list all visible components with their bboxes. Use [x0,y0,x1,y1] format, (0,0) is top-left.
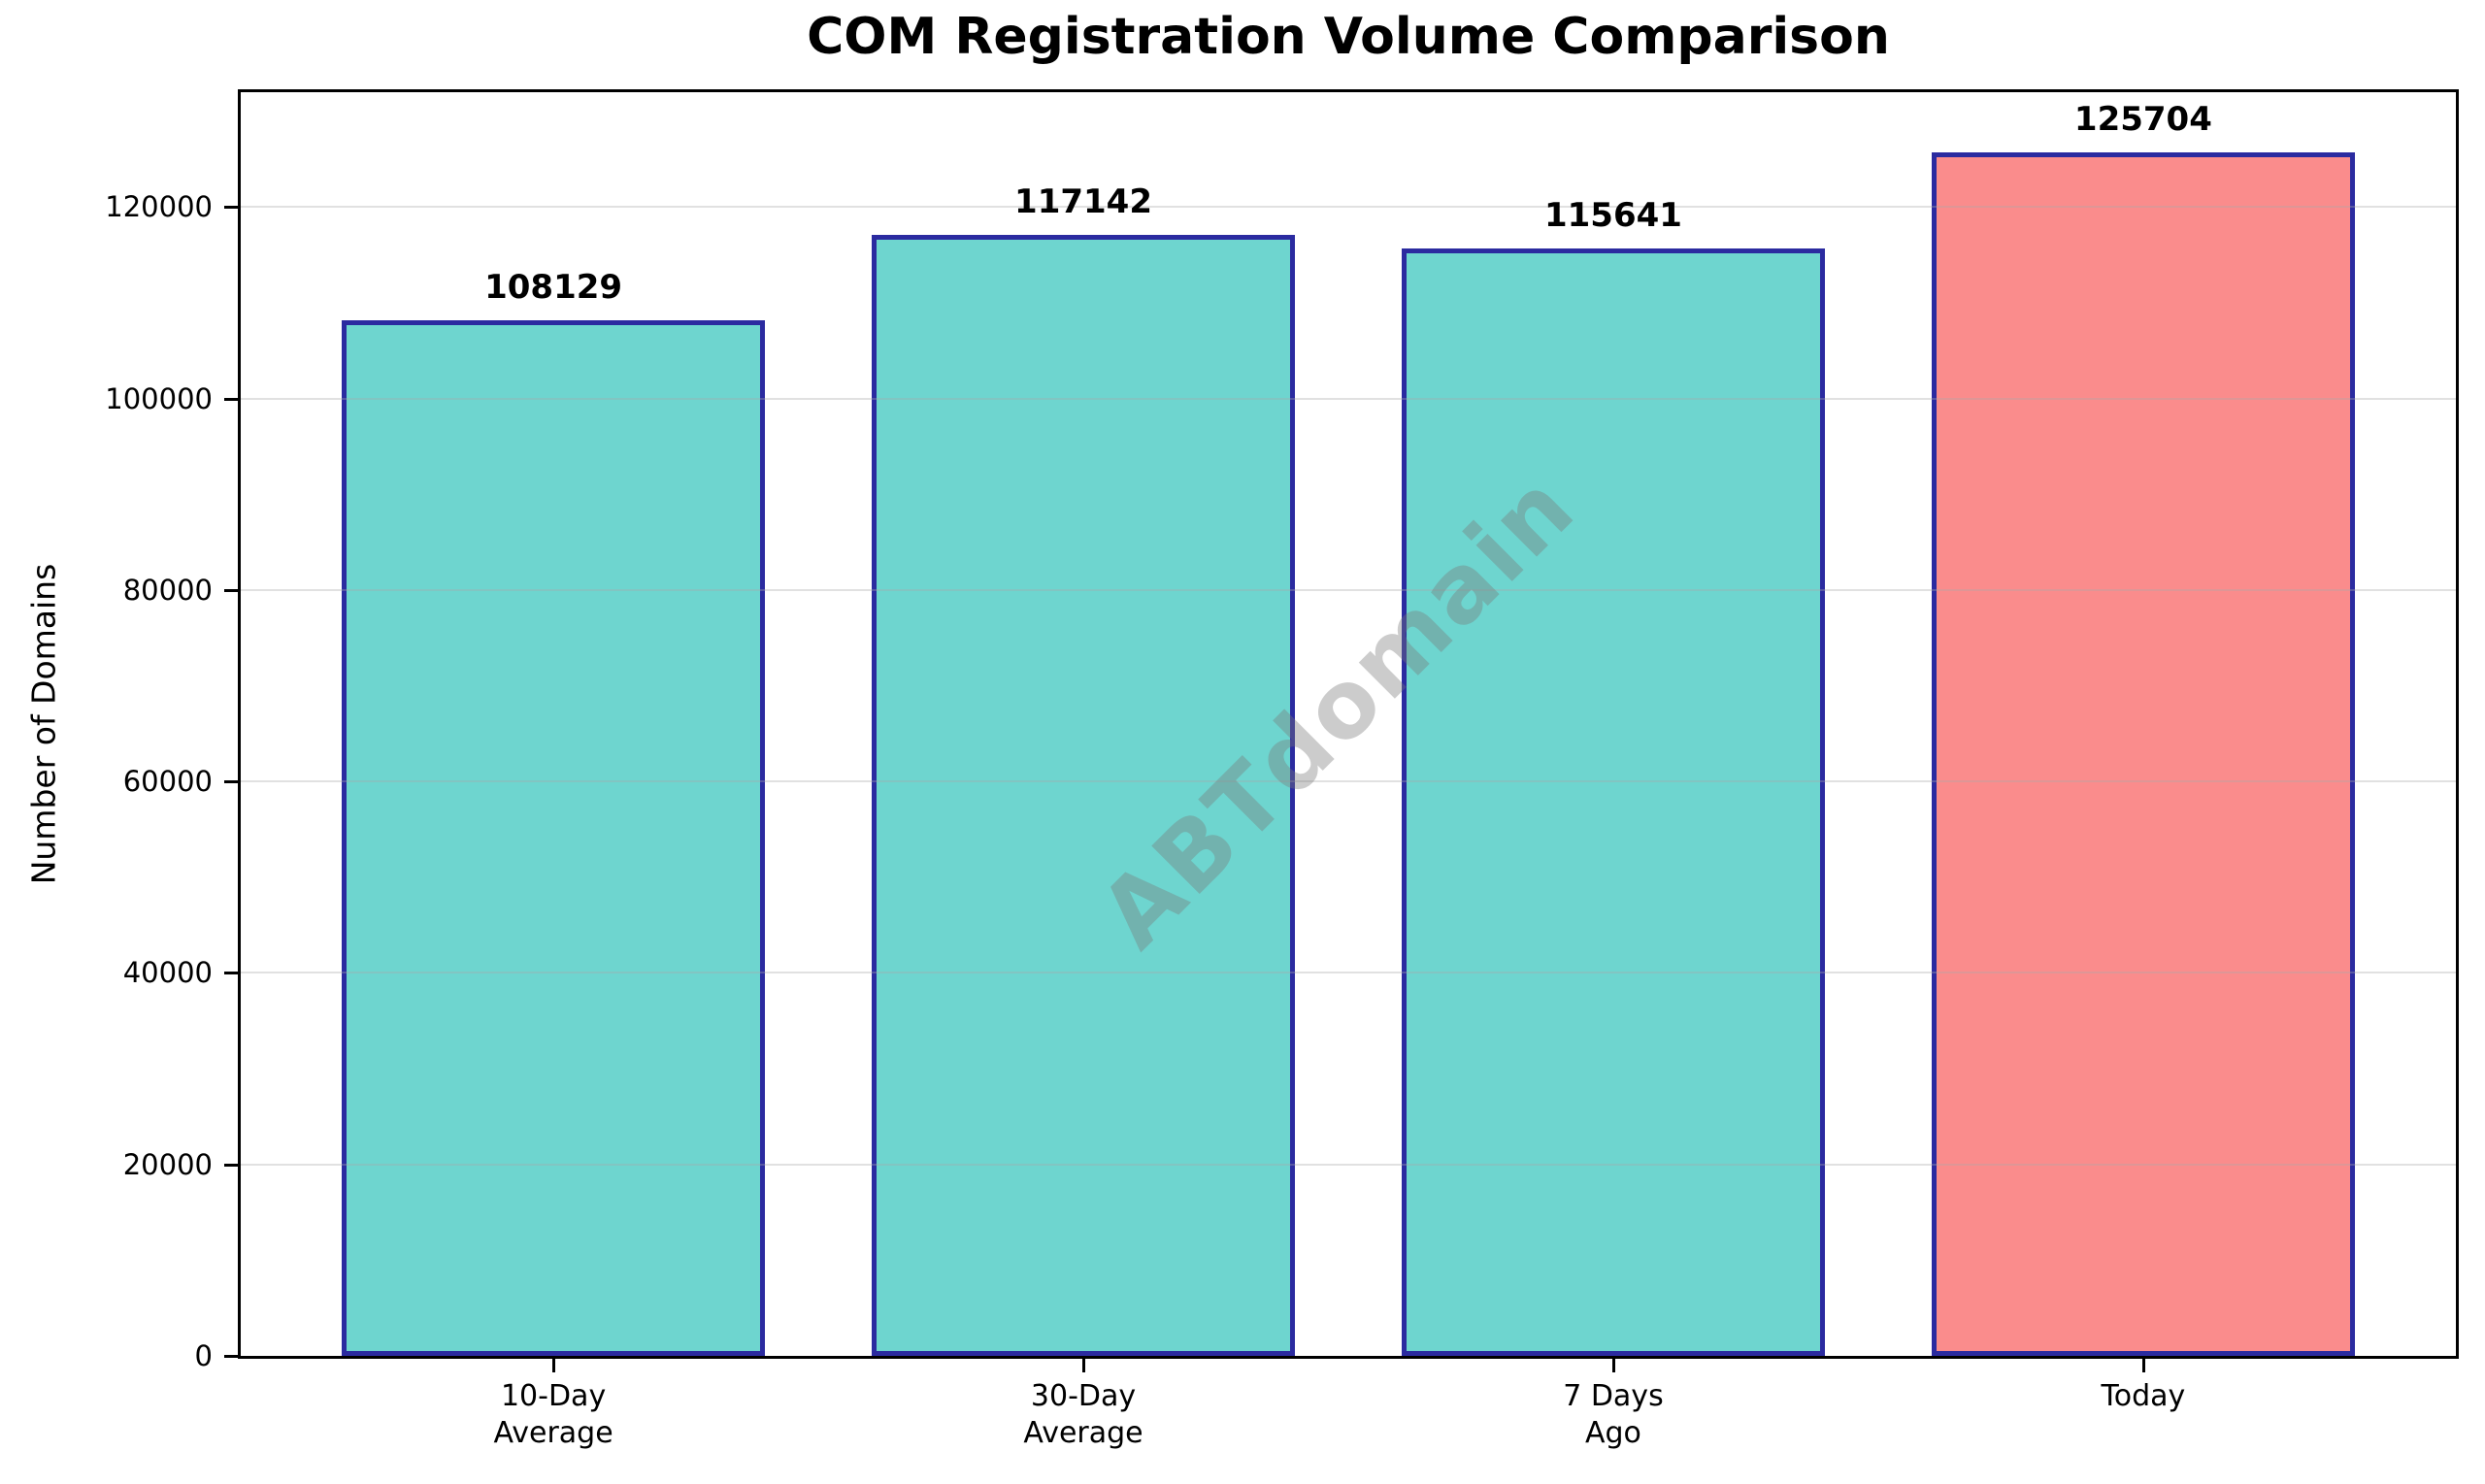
chart-title: COM Registration Volume Comparison [807,8,1890,66]
bar-1 [341,320,766,1356]
x-tick-mark [552,1359,556,1372]
gridline [241,1163,2456,1166]
gridline [241,972,2456,974]
bar-3 [1401,248,1826,1356]
bar-value-label: 117142 [1014,181,1153,221]
y-tick-mark [224,206,238,210]
y-tick-label: 20000 [122,1147,213,1181]
x-tick-mark [2141,1359,2145,1372]
bar-value-label: 115641 [1543,196,1682,236]
y-tick-mark [224,397,238,401]
y-tick-label: 40000 [122,956,213,990]
y-tick-mark [224,1355,238,1358]
x-tick-label: 30-Day Average [1023,1379,1143,1450]
x-tick-mark [1611,1359,1615,1372]
bar-2 [871,234,1296,1356]
gridline [241,588,2456,591]
gridline [241,206,2456,209]
y-tick-label: 100000 [105,381,213,415]
y-tick-label: 60000 [122,765,213,799]
y-tick-mark [224,972,238,975]
y-tick-label: 80000 [122,573,213,607]
plot-area: ABTdomain 108129 117142 115641 125704 [238,89,2459,1359]
gridline [241,780,2456,783]
y-tick-mark [224,780,238,784]
y-tick-mark [224,1163,238,1167]
x-tick-label: 7 Days Ago [1563,1379,1664,1450]
bar-4 [1931,152,2356,1356]
y-tick-label: 120000 [105,190,213,224]
y-tick-mark [224,588,238,592]
x-tick-label: 10-Day Average [493,1379,613,1450]
x-tick-label: Today [2101,1379,2186,1413]
y-tick-label: 0 [194,1339,213,1372]
bar-value-label: 108129 [484,268,623,308]
bar-value-label: 125704 [2073,100,2212,140]
x-tick-mark [1082,1359,1086,1372]
y-axis-label: Number of Domains [24,563,63,885]
gridline [241,397,2456,400]
